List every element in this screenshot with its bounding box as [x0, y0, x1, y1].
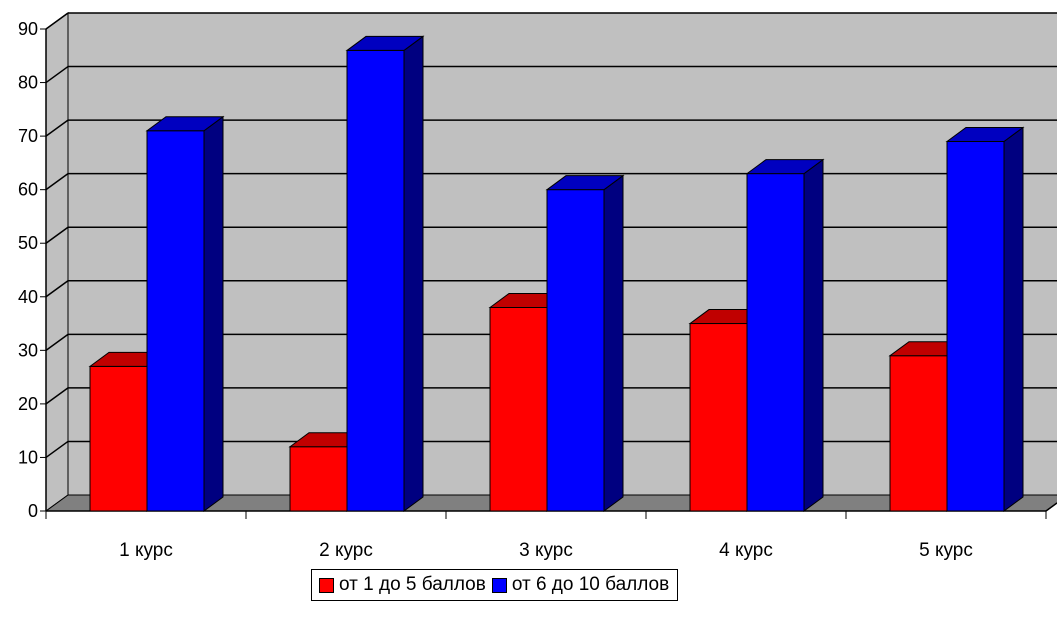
- bar-side: [803, 158, 824, 512]
- legend-label-series-2: от 6 до 10 баллов: [511, 574, 670, 595]
- y-tick-label: 20: [18, 394, 38, 414]
- bar-front: [546, 189, 605, 512]
- x-tick-label: 3 курс: [519, 540, 573, 561]
- bar-front: [89, 365, 148, 512]
- legend-item-series-2: от 6 до 10 баллов: [491, 574, 670, 596]
- x-tick-label: 1 курс: [119, 540, 173, 561]
- bar-front: [346, 49, 405, 512]
- y-tick-label: 90: [18, 19, 38, 39]
- x-tick-label: 5 курс: [919, 540, 973, 561]
- bar-side: [203, 115, 224, 512]
- y-tick-label: 80: [18, 73, 38, 93]
- legend-item-series-1: от 1 до 5 баллов: [319, 574, 486, 596]
- gridline-side: [45, 65, 69, 84]
- bar-top: [945, 126, 1025, 142]
- bar-front: [489, 306, 548, 512]
- y-tick-label: 40: [18, 287, 38, 307]
- y-tick-label: 70: [18, 126, 38, 146]
- bar-top: [345, 35, 425, 51]
- bar-front: [146, 130, 205, 512]
- bar-front: [746, 173, 805, 512]
- bar-top: [745, 159, 825, 175]
- bar-side: [603, 174, 624, 512]
- bar-front: [689, 323, 748, 512]
- bar-front: [946, 140, 1005, 512]
- legend: от 1 до 5 баллов от 6 до 10 баллов: [311, 569, 679, 601]
- gridline-side: [45, 12, 69, 30]
- y-tick-label: 10: [18, 447, 38, 467]
- bar-side: [403, 35, 424, 512]
- legend-swatch-blue: [491, 577, 507, 593]
- bar-top: [145, 116, 225, 132]
- gridline-side: [45, 280, 69, 298]
- bar-front: [289, 446, 348, 512]
- y-tick-label: 60: [18, 180, 38, 200]
- gridline-side: [45, 440, 69, 459]
- y-tick-label: 50: [18, 233, 38, 253]
- legend-swatch-red: [319, 577, 334, 593]
- bar-top: [545, 175, 625, 191]
- x-axis-end: [1045, 502, 1057, 512]
- y-tick-label: 30: [18, 340, 38, 360]
- gridline-side: [45, 333, 69, 351]
- bar-side: [1003, 126, 1024, 512]
- side-wall: [45, 12, 69, 512]
- gridline-side: [45, 173, 69, 191]
- gridline-side: [45, 119, 69, 137]
- x-tick-label: 2 курс: [319, 540, 373, 561]
- x-tick-label: 4 курс: [719, 540, 773, 561]
- y-tick-label: 0: [28, 501, 38, 521]
- legend-label-series-1: от 1 до 5 баллов: [339, 574, 486, 595]
- gridline-side: [45, 387, 69, 405]
- gridline-side: [45, 226, 69, 244]
- bar-front: [889, 355, 948, 512]
